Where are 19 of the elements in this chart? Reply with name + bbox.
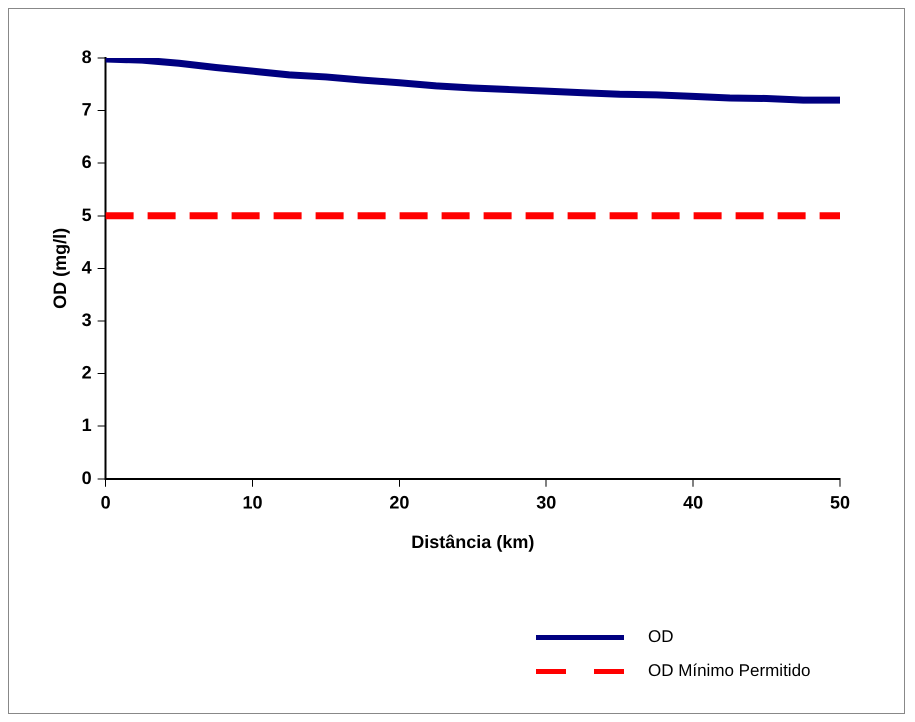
- legend-label: OD Mínimo Permitido: [648, 661, 810, 681]
- y-tick-label: 5: [82, 204, 92, 225]
- x-axis-title: Distância (km): [411, 532, 534, 552]
- x-tick-label: 0: [100, 492, 111, 513]
- y-tick-label: 0: [82, 468, 92, 488]
- legend-label: OD: [648, 627, 674, 647]
- y-tick-label: 1: [82, 415, 92, 436]
- y-tick-label: 7: [82, 100, 92, 120]
- y-tick-label: 6: [82, 152, 92, 172]
- x-tick-label: 10: [242, 492, 263, 513]
- x-tick-label: 20: [389, 492, 410, 513]
- x-tick-label: 30: [536, 492, 556, 513]
- y-tick-label: 4: [82, 257, 92, 278]
- x-tick-label: 40: [683, 492, 704, 513]
- y-axis-title: OD (mg/l): [50, 228, 70, 309]
- y-tick-label: 8: [82, 46, 92, 67]
- x-tick-label: 50: [830, 492, 850, 513]
- y-tick-label: 2: [82, 362, 92, 383]
- y-tick-label: 3: [82, 310, 92, 330]
